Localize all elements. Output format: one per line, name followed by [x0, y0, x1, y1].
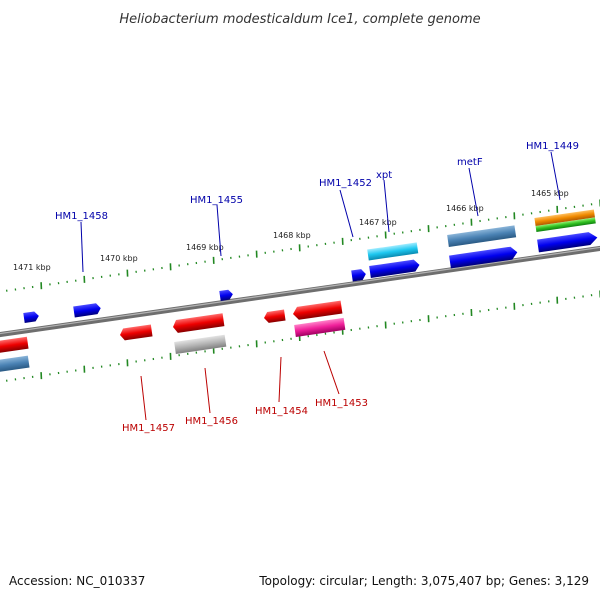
forward-tick-track [5, 199, 600, 292]
gene-label-hm1-1458[interactable]: HM1_1458 [55, 211, 108, 222]
reverse-genes [0, 300, 346, 372]
gene-box-metf[interactable] [447, 225, 517, 247]
gene-box-hm1-1453[interactable] [294, 317, 346, 337]
genome-backbone [0, 245, 600, 338]
gene-label-hm1-1455[interactable]: HM1_1455 [190, 195, 243, 206]
gene-label-metf[interactable]: metF [457, 157, 483, 168]
gene-arrow-hm1-1457[interactable] [119, 324, 153, 341]
gene-arrow-hm1-1458[interactable] [73, 303, 101, 318]
accession-text: Accession: NC_010337 [9, 574, 146, 588]
gene-arrow-metf[interactable] [449, 246, 518, 269]
gene-box-left-edge-steel[interactable] [0, 355, 30, 372]
gene-box-hm1-1456[interactable] [174, 334, 227, 354]
gene-arrow-hm1-1456[interactable] [172, 313, 225, 333]
gene-label-hm1-1449[interactable]: HM1_1449 [526, 141, 579, 152]
forward-leader-lines [80, 151, 561, 273]
gene-arrow-hm1-1449[interactable] [537, 231, 598, 253]
gene-arrow-hm1-1452[interactable] [351, 269, 366, 282]
kbp-label-1465: 1465 kbp [531, 189, 569, 198]
genome-backbone-highlight [0, 246, 600, 335]
kbp-label-1469: 1469 kbp [186, 243, 224, 252]
kbp-label-1471: 1471 kbp [13, 263, 51, 272]
reverse-leader-lines [140, 350, 340, 421]
reverse-tick-track [5, 290, 600, 382]
gene-label-hm1-1456[interactable]: HM1_1456 [185, 416, 238, 427]
gene-box-hm1-1449-orange[interactable] [534, 209, 595, 226]
gene-arrow-hm1-1455[interactable] [219, 289, 233, 301]
forward-genes [23, 209, 598, 323]
gene-label-hm1-1454[interactable]: HM1_1454 [255, 406, 308, 417]
kbp-label-1467: 1467 kbp [359, 218, 397, 227]
gene-arrow-hm1-1453[interactable] [292, 300, 343, 321]
gene-box-hm1-1449-green[interactable] [535, 217, 596, 232]
gene-label-xpt[interactable]: xpt [376, 170, 392, 181]
topology-text: Topology: circular; Length: 3,075,407 bp… [259, 574, 589, 588]
forward-gene-labels: HM1_1458 HM1_1455 HM1_1452 xpt metF HM1_… [55, 141, 579, 222]
kbp-labels: 1471 kbp 1470 kbp 1469 kbp 1468 kbp 1467… [13, 189, 569, 272]
gene-arrow-left-edge-reverse[interactable] [0, 336, 29, 353]
kbp-label-1468: 1468 kbp [273, 231, 311, 240]
gene-label-hm1-1457[interactable]: HM1_1457 [122, 423, 175, 434]
kbp-label-1466: 1466 kbp [446, 204, 484, 213]
gene-arrow-left-edge[interactable] [23, 311, 39, 323]
gene-arrow-xpt[interactable] [369, 259, 420, 278]
kbp-label-1470: 1470 kbp [100, 254, 138, 263]
gene-label-hm1-1452[interactable]: HM1_1452 [319, 178, 372, 189]
map-title: Heliobacterium modesticaldum Ice1, compl… [119, 12, 480, 27]
gene-label-hm1-1453[interactable]: HM1_1453 [315, 398, 368, 409]
gene-box-xpt[interactable] [367, 242, 419, 261]
reverse-gene-labels: HM1_1457 HM1_1456 HM1_1454 HM1_1453 [122, 398, 368, 434]
gene-arrow-hm1-1454[interactable] [263, 309, 286, 324]
